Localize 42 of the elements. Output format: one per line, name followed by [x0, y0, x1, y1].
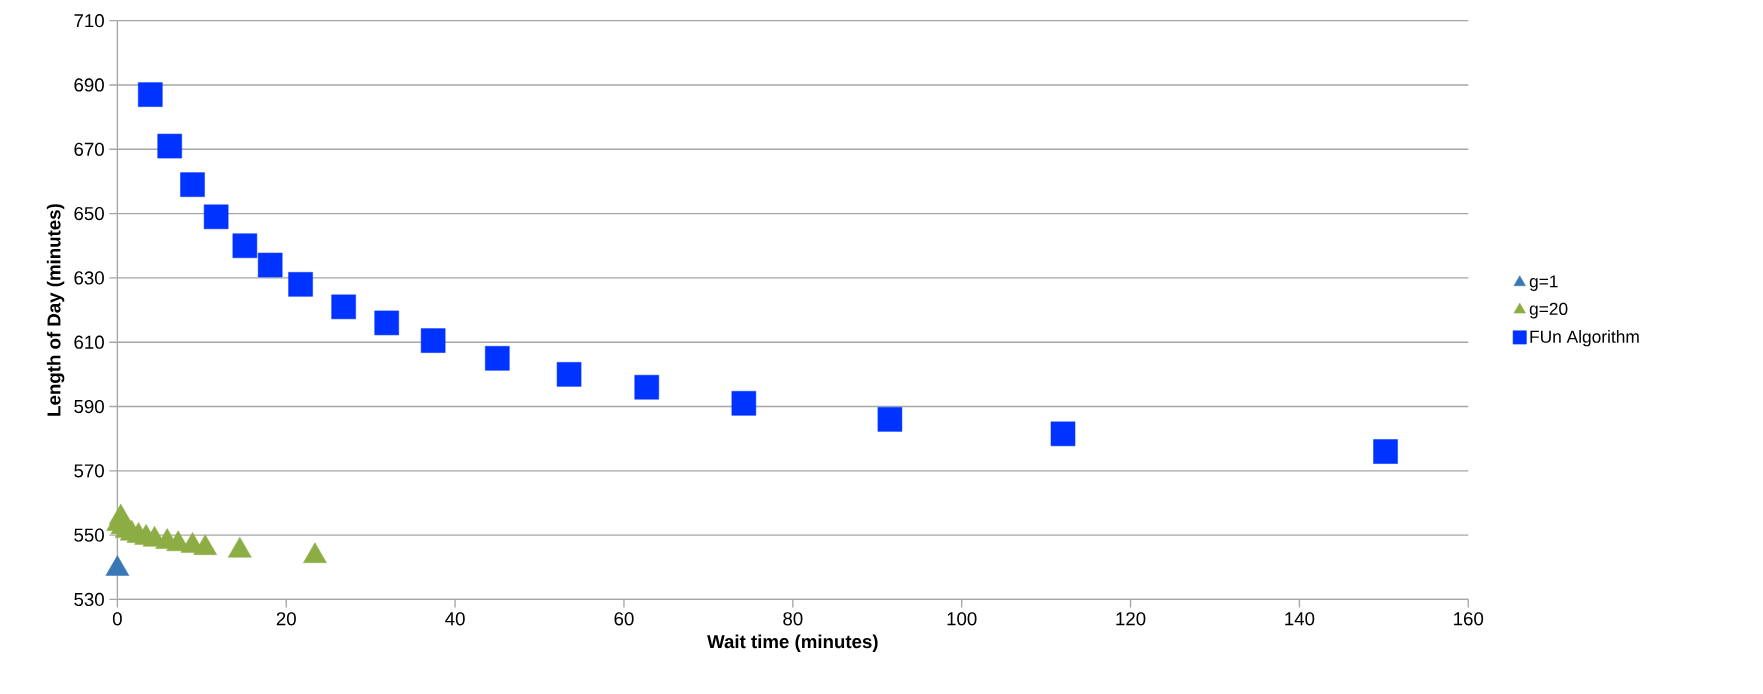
x-tick-label: 60	[614, 612, 634, 626]
point	[288, 272, 313, 297]
point	[634, 374, 660, 400]
point	[105, 555, 130, 576]
x-tick-label: 120	[1116, 612, 1146, 626]
point	[420, 328, 446, 353]
point	[877, 407, 903, 432]
point	[374, 310, 399, 336]
y-tick-label: 650	[74, 206, 104, 221]
x-axis-title: Wait time (minutes)	[707, 634, 878, 652]
y-tick-label: 670	[74, 142, 104, 156]
y-tick-label: 610	[74, 335, 104, 349]
point	[157, 133, 182, 159]
point	[331, 294, 356, 320]
y-tick-label: 530	[74, 592, 104, 606]
legend-label: g=20	[1529, 302, 1568, 319]
point	[731, 390, 757, 416]
point	[193, 534, 217, 555]
point	[485, 345, 510, 371]
y-tick-label: 590	[74, 399, 104, 414]
y-axis-title: Length of Day (minutes)	[46, 204, 65, 416]
y-tick-label: 570	[74, 464, 104, 478]
x-tick-label: 100	[947, 612, 977, 626]
legend-label: FUn Algorithm	[1530, 330, 1639, 347]
x-tick-label: 40	[445, 612, 465, 626]
x-tick-label: 0	[112, 612, 122, 626]
x-tick-label: 160	[1454, 612, 1484, 626]
y-tick-label: 630	[74, 271, 104, 285]
x-tick-label: 140	[1285, 612, 1315, 626]
y-tick-label: 710	[74, 13, 104, 28]
legend-label: g=1	[1529, 275, 1558, 291]
point	[303, 542, 327, 563]
x-tick-label: 80	[783, 612, 803, 626]
point	[180, 172, 205, 197]
x-tick-label: 20	[276, 612, 296, 626]
point	[556, 362, 582, 387]
point	[257, 252, 283, 278]
y-tick-label: 690	[74, 78, 104, 92]
point	[232, 233, 258, 258]
point	[227, 536, 252, 558]
y-tick-label: 550	[74, 528, 104, 542]
point	[203, 204, 229, 230]
